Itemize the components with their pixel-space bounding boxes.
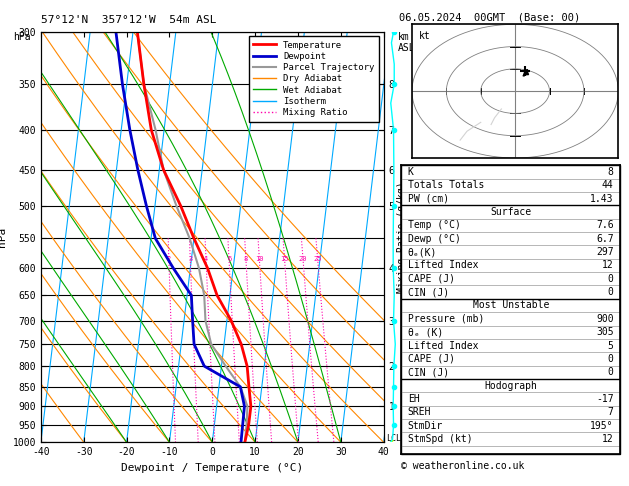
Text: EH: EH xyxy=(408,394,420,404)
Text: 0: 0 xyxy=(608,354,614,364)
Text: -17: -17 xyxy=(596,394,614,404)
Text: K: K xyxy=(408,167,414,177)
Text: 6.7: 6.7 xyxy=(596,234,614,243)
Text: 7.6: 7.6 xyxy=(596,220,614,230)
Text: 5: 5 xyxy=(608,341,614,350)
X-axis label: Dewpoint / Temperature (°C): Dewpoint / Temperature (°C) xyxy=(121,463,303,473)
Text: 57°12'N  357°12'W  54m ASL: 57°12'N 357°12'W 54m ASL xyxy=(41,15,216,25)
Text: Temp (°C): Temp (°C) xyxy=(408,220,461,230)
Text: 0: 0 xyxy=(608,287,614,297)
Text: θₑ(K): θₑ(K) xyxy=(408,247,437,257)
Text: StmDir: StmDir xyxy=(408,421,443,431)
Text: CAPE (J): CAPE (J) xyxy=(408,274,455,284)
Text: Lifted Index: Lifted Index xyxy=(408,341,479,350)
Text: Totals Totals: Totals Totals xyxy=(408,180,484,191)
Y-axis label: Mixing Ratio (g/kg): Mixing Ratio (g/kg) xyxy=(397,181,407,293)
FancyBboxPatch shape xyxy=(401,165,620,454)
Text: kt: kt xyxy=(419,31,431,41)
Text: 20: 20 xyxy=(299,256,308,262)
Text: 195°: 195° xyxy=(590,421,614,431)
Text: km
ASL: km ASL xyxy=(398,32,415,53)
Text: StmSpd (kt): StmSpd (kt) xyxy=(408,434,472,444)
Text: 6: 6 xyxy=(227,256,231,262)
Text: Pressure (mb): Pressure (mb) xyxy=(408,314,484,324)
Text: 7: 7 xyxy=(608,407,614,417)
Text: θₑ (K): θₑ (K) xyxy=(408,327,443,337)
Text: 0: 0 xyxy=(608,367,614,377)
Text: Surface: Surface xyxy=(490,207,532,217)
Text: 900: 900 xyxy=(596,314,614,324)
Text: 15: 15 xyxy=(281,256,289,262)
Text: 25: 25 xyxy=(314,256,322,262)
Legend: Temperature, Dewpoint, Parcel Trajectory, Dry Adiabat, Wet Adiabat, Isotherm, Mi: Temperature, Dewpoint, Parcel Trajectory… xyxy=(249,36,379,122)
Text: hPa: hPa xyxy=(13,32,31,42)
Text: 06.05.2024  00GMT  (Base: 00): 06.05.2024 00GMT (Base: 00) xyxy=(399,12,581,22)
Text: 12: 12 xyxy=(602,434,614,444)
Text: 2: 2 xyxy=(167,256,171,262)
Text: 0: 0 xyxy=(608,274,614,284)
Text: 8: 8 xyxy=(608,167,614,177)
Text: 1.43: 1.43 xyxy=(590,193,614,204)
Text: 10: 10 xyxy=(255,256,264,262)
Text: 44: 44 xyxy=(602,180,614,191)
Text: 4: 4 xyxy=(204,256,208,262)
Text: Hodograph: Hodograph xyxy=(484,381,537,391)
Text: Dewp (°C): Dewp (°C) xyxy=(408,234,461,243)
Text: CIN (J): CIN (J) xyxy=(408,367,449,377)
Text: CIN (J): CIN (J) xyxy=(408,287,449,297)
Text: 12: 12 xyxy=(602,260,614,270)
Text: 297: 297 xyxy=(596,247,614,257)
Text: CAPE (J): CAPE (J) xyxy=(408,354,455,364)
Text: Most Unstable: Most Unstable xyxy=(472,300,549,311)
Text: 8: 8 xyxy=(244,256,248,262)
Text: 3: 3 xyxy=(188,256,192,262)
Text: 305: 305 xyxy=(596,327,614,337)
Text: LCL: LCL xyxy=(386,434,401,443)
Text: Lifted Index: Lifted Index xyxy=(408,260,479,270)
Text: © weatheronline.co.uk: © weatheronline.co.uk xyxy=(401,461,525,471)
Text: PW (cm): PW (cm) xyxy=(408,193,449,204)
Y-axis label: hPa: hPa xyxy=(0,227,7,247)
Text: SREH: SREH xyxy=(408,407,431,417)
